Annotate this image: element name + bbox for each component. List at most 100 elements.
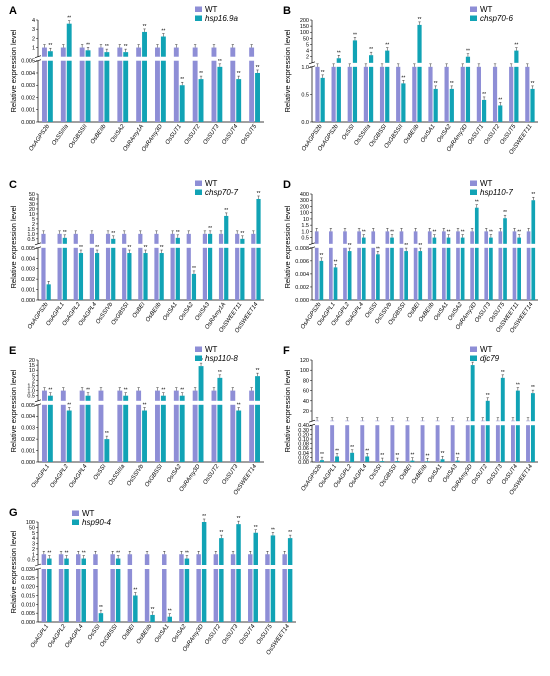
y-tick-label-bottom: 0.003 [21,267,35,273]
y-tick-label-bottom: 0.06 [298,446,309,452]
legend-label-wt: WT [205,345,218,354]
significance-mark: ** [482,92,486,98]
bar-wt-osisa1 [428,66,433,122]
bar-mutant-ossut3 [236,569,241,622]
y-tick-label-bottom: 0.004 [21,414,35,420]
bar-wt-osagps2b [314,247,319,300]
bar-mutant-osramy3d [465,66,471,122]
legend-label-wt: WT [205,5,218,14]
bar-wt-osramy3d [155,60,160,122]
y-tick-label-top: 300 [300,198,309,204]
bar-wt-osisa1 [162,569,167,622]
bar-mutant-top-osramy3d [465,56,471,63]
y-tick-label-top: 5 [32,217,35,223]
bar-mutant-osagps2b [47,60,53,122]
bar-mutant-osbeiib [425,461,430,462]
bar-mutant-osgbssi [404,251,408,300]
significance-mark: ** [47,551,51,557]
panel-a: A Relative expression level 1 2 3 4 0.000 0.001… [9,5,264,153]
legend-swatch-mutant [195,189,202,195]
axis-break-mark [34,399,42,403]
bar-mutant-osssi [98,613,104,622]
y-tick-label-bottom: 0.005 [21,403,35,409]
y-tick-label-bottom: 0.30 [298,428,309,434]
bar-wt-ossweet14 [526,425,530,462]
bar-wt-top-ossweet11 [235,233,240,244]
y-tick-label-bottom: 0.001 [21,288,35,294]
bar-mutant-top-osagpl4 [85,395,91,401]
y-tick-label-bottom: 0.000 [21,620,35,626]
bar-mutant-osisa1 [175,247,180,300]
y-tick-label-top: 40 [303,399,309,405]
bar-mutant-osbeiib [150,614,155,622]
bar-wt-top-osagps2b [41,233,46,244]
significance-mark: ** [48,388,52,394]
significance-mark: ** [390,230,394,236]
y-tick-label-top: 200 [300,18,309,24]
category-label-ossut2: OsSUT2 [184,123,202,146]
bar-wt-osgbssi [155,404,160,462]
legend-label-mutant: djc79 [480,354,500,363]
bar-mutant-osagpl4 [95,253,100,300]
y-axis-label: Relative expression level [283,369,292,452]
bar-wt-osramy3d [196,569,201,622]
bar-wt-osssi [98,404,104,462]
bar-mutant-top-ossut2 [485,400,490,422]
y-tick-label-bottom: 0.004 [21,71,35,77]
y-tick-label-bottom: 0.000 [21,298,35,304]
bar-wt-osagpl4 [360,425,365,462]
bar-wt-osagpl1 [329,247,333,300]
bar-mutant-ossut2 [217,404,223,462]
bar-wt-ossut1 [476,66,481,122]
significance-mark: ** [161,388,165,394]
bar-wt-osisa2 [186,247,191,300]
bar-mutant-osbei [418,251,423,300]
bar-wt-top-osagps2b [314,231,319,244]
legend-label-mutant: hsp90-4 [82,518,111,527]
y-tick-label-bottom: 0.025 [21,576,35,582]
y-tick-label-top: 1.5 [301,223,309,229]
bar-mutant-osagpl2 [64,569,69,622]
significance-mark: ** [489,230,493,236]
category-label-osisa2: OsISA2 [436,123,453,144]
bar-wt-ossweet11 [512,247,517,300]
y-tick-label-top: 2 [306,55,309,61]
bar-wt-top-osgbssi [155,390,160,401]
bar-mutant-osssiiia [66,60,72,122]
bar-wt-top-ossut5 [265,554,270,565]
bar-wt-top-osagpl1 [329,231,333,244]
axis-break-mark [34,563,42,567]
bar-wt-osbei [127,569,133,622]
bar-mutant-top-osisa2 [179,395,185,401]
bar-wt-osisa2 [179,569,184,622]
significance-mark: ** [133,588,137,594]
y-tick-label-bottom: 0.005 [21,611,35,617]
bar-mutant-osagpl4 [85,404,91,462]
bar-wt-top-osagpl4 [89,233,94,244]
bar-mutant-top-osagpl4 [81,558,86,565]
y-tick-label-top: 15 [29,363,35,369]
panel-letter-f: F [283,345,290,357]
bar-wt-osisa2 [456,247,460,300]
bar-wt-top-osagpl2 [58,554,64,565]
bar-wt-top-osbei [405,420,410,422]
bar-mutant-top-ossut3 [236,524,241,565]
bar-wt-osssivb [136,404,142,462]
bar-mutant-osisa1 [167,616,172,622]
legend-label-mutant: chsp70-7 [205,188,238,197]
bar-mutant-top-osagpl1 [47,395,53,401]
category-label-osssi: OsSSI [93,463,108,481]
significance-mark: ** [350,445,354,451]
bar-wt-top-osgbssi [122,233,127,244]
bar-wt-top-ossut3 [230,554,236,565]
panel-letter-d: D [283,179,291,191]
significance-mark: ** [127,245,131,251]
significance-mark: ** [434,81,438,87]
y-tick-label-top: 150 [300,24,309,30]
bar-mutant-top-ossut2 [219,538,224,565]
significance-mark: ** [447,230,451,236]
y-axis-label: Relative expression level [283,205,292,288]
y-tick-label-bottom: 0.08 [298,442,309,448]
category-label-osisa2: OsISA2 [110,123,127,144]
